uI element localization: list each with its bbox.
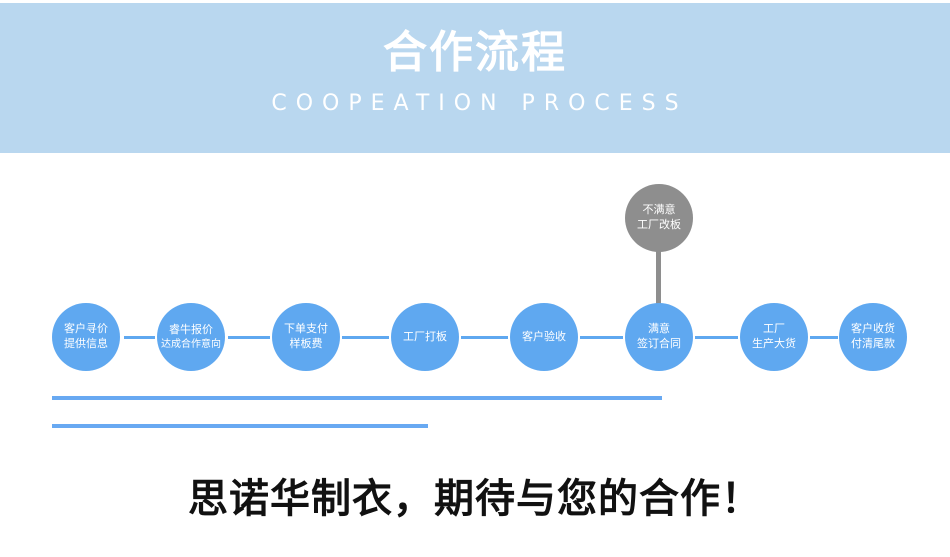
page-subtitle: COOPEATION PROCESS	[271, 91, 688, 116]
flow-node-branch-rework[interactable]: 不满意 工厂改板	[625, 184, 693, 252]
flow-node-7-line1: 工厂	[763, 322, 785, 336]
flow-node-7-line2: 生产大货	[752, 337, 796, 350]
flow-node-6-line2: 签订合同	[637, 337, 681, 350]
flow-node-8-line1: 客户收货	[851, 322, 895, 336]
flow-node-6-line1: 满意	[648, 322, 670, 336]
header-banner: 合作流程 COOPEATION PROCESS	[0, 3, 950, 153]
connector-6-7	[695, 336, 738, 339]
connector-7-8	[810, 336, 838, 339]
flow-node-3-line1: 下单支付	[284, 322, 328, 336]
flow-node-1-line2: 提供信息	[64, 337, 108, 350]
flow-node-8-line2: 付清尾款	[851, 337, 895, 350]
connector-3-4	[342, 336, 389, 339]
flow-node-3-sample-payment[interactable]: 下单支付 样板费	[272, 303, 340, 371]
flow-node-5-customer-inspection[interactable]: 客户验收	[510, 303, 578, 371]
connector-branch-vertical	[656, 248, 661, 306]
flow-node-2-quotation[interactable]: 睿牛报价 达成合作意向	[157, 303, 225, 371]
flow-node-1-line1: 客户寻价	[64, 322, 108, 336]
decorative-rule-top	[52, 396, 662, 400]
flow-node-6-sign-contract[interactable]: 满意 签订合同	[625, 303, 693, 371]
flow-node-5-line1: 客户验收	[522, 329, 566, 343]
flow-node-1-customer-inquiry[interactable]: 客户寻价 提供信息	[52, 303, 120, 371]
flow-node-7-bulk-production[interactable]: 工厂 生产大货	[740, 303, 808, 371]
flow-node-3-line2: 样板费	[289, 337, 323, 350]
decorative-rule-bottom	[52, 424, 428, 428]
process-flow-diagram: 不满意 工厂改板 客户寻价 提供信息 睿牛报价 达成合作意向 下单支付 样板费 …	[0, 153, 950, 557]
closing-slogan: 思诺华制衣，期待与您的合作！	[188, 475, 762, 522]
connector-4-5	[461, 336, 508, 339]
page-title: 合作流程	[383, 27, 567, 78]
flow-node-branch-line2: 工厂改板	[637, 218, 681, 231]
flow-node-4-line1: 工厂打板	[403, 329, 447, 343]
flow-node-branch-line1: 不满意	[642, 203, 676, 217]
flow-node-2-line1: 睿牛报价	[169, 322, 213, 336]
connector-5-6	[580, 336, 623, 339]
flow-node-8-delivery-final-payment[interactable]: 客户收货 付清尾款	[839, 303, 907, 371]
connector-2-3	[228, 336, 270, 339]
flow-node-2-line2: 达成合作意向	[161, 338, 221, 350]
flow-node-4-factory-patterning[interactable]: 工厂打板	[391, 303, 459, 371]
connector-1-2	[124, 336, 155, 339]
